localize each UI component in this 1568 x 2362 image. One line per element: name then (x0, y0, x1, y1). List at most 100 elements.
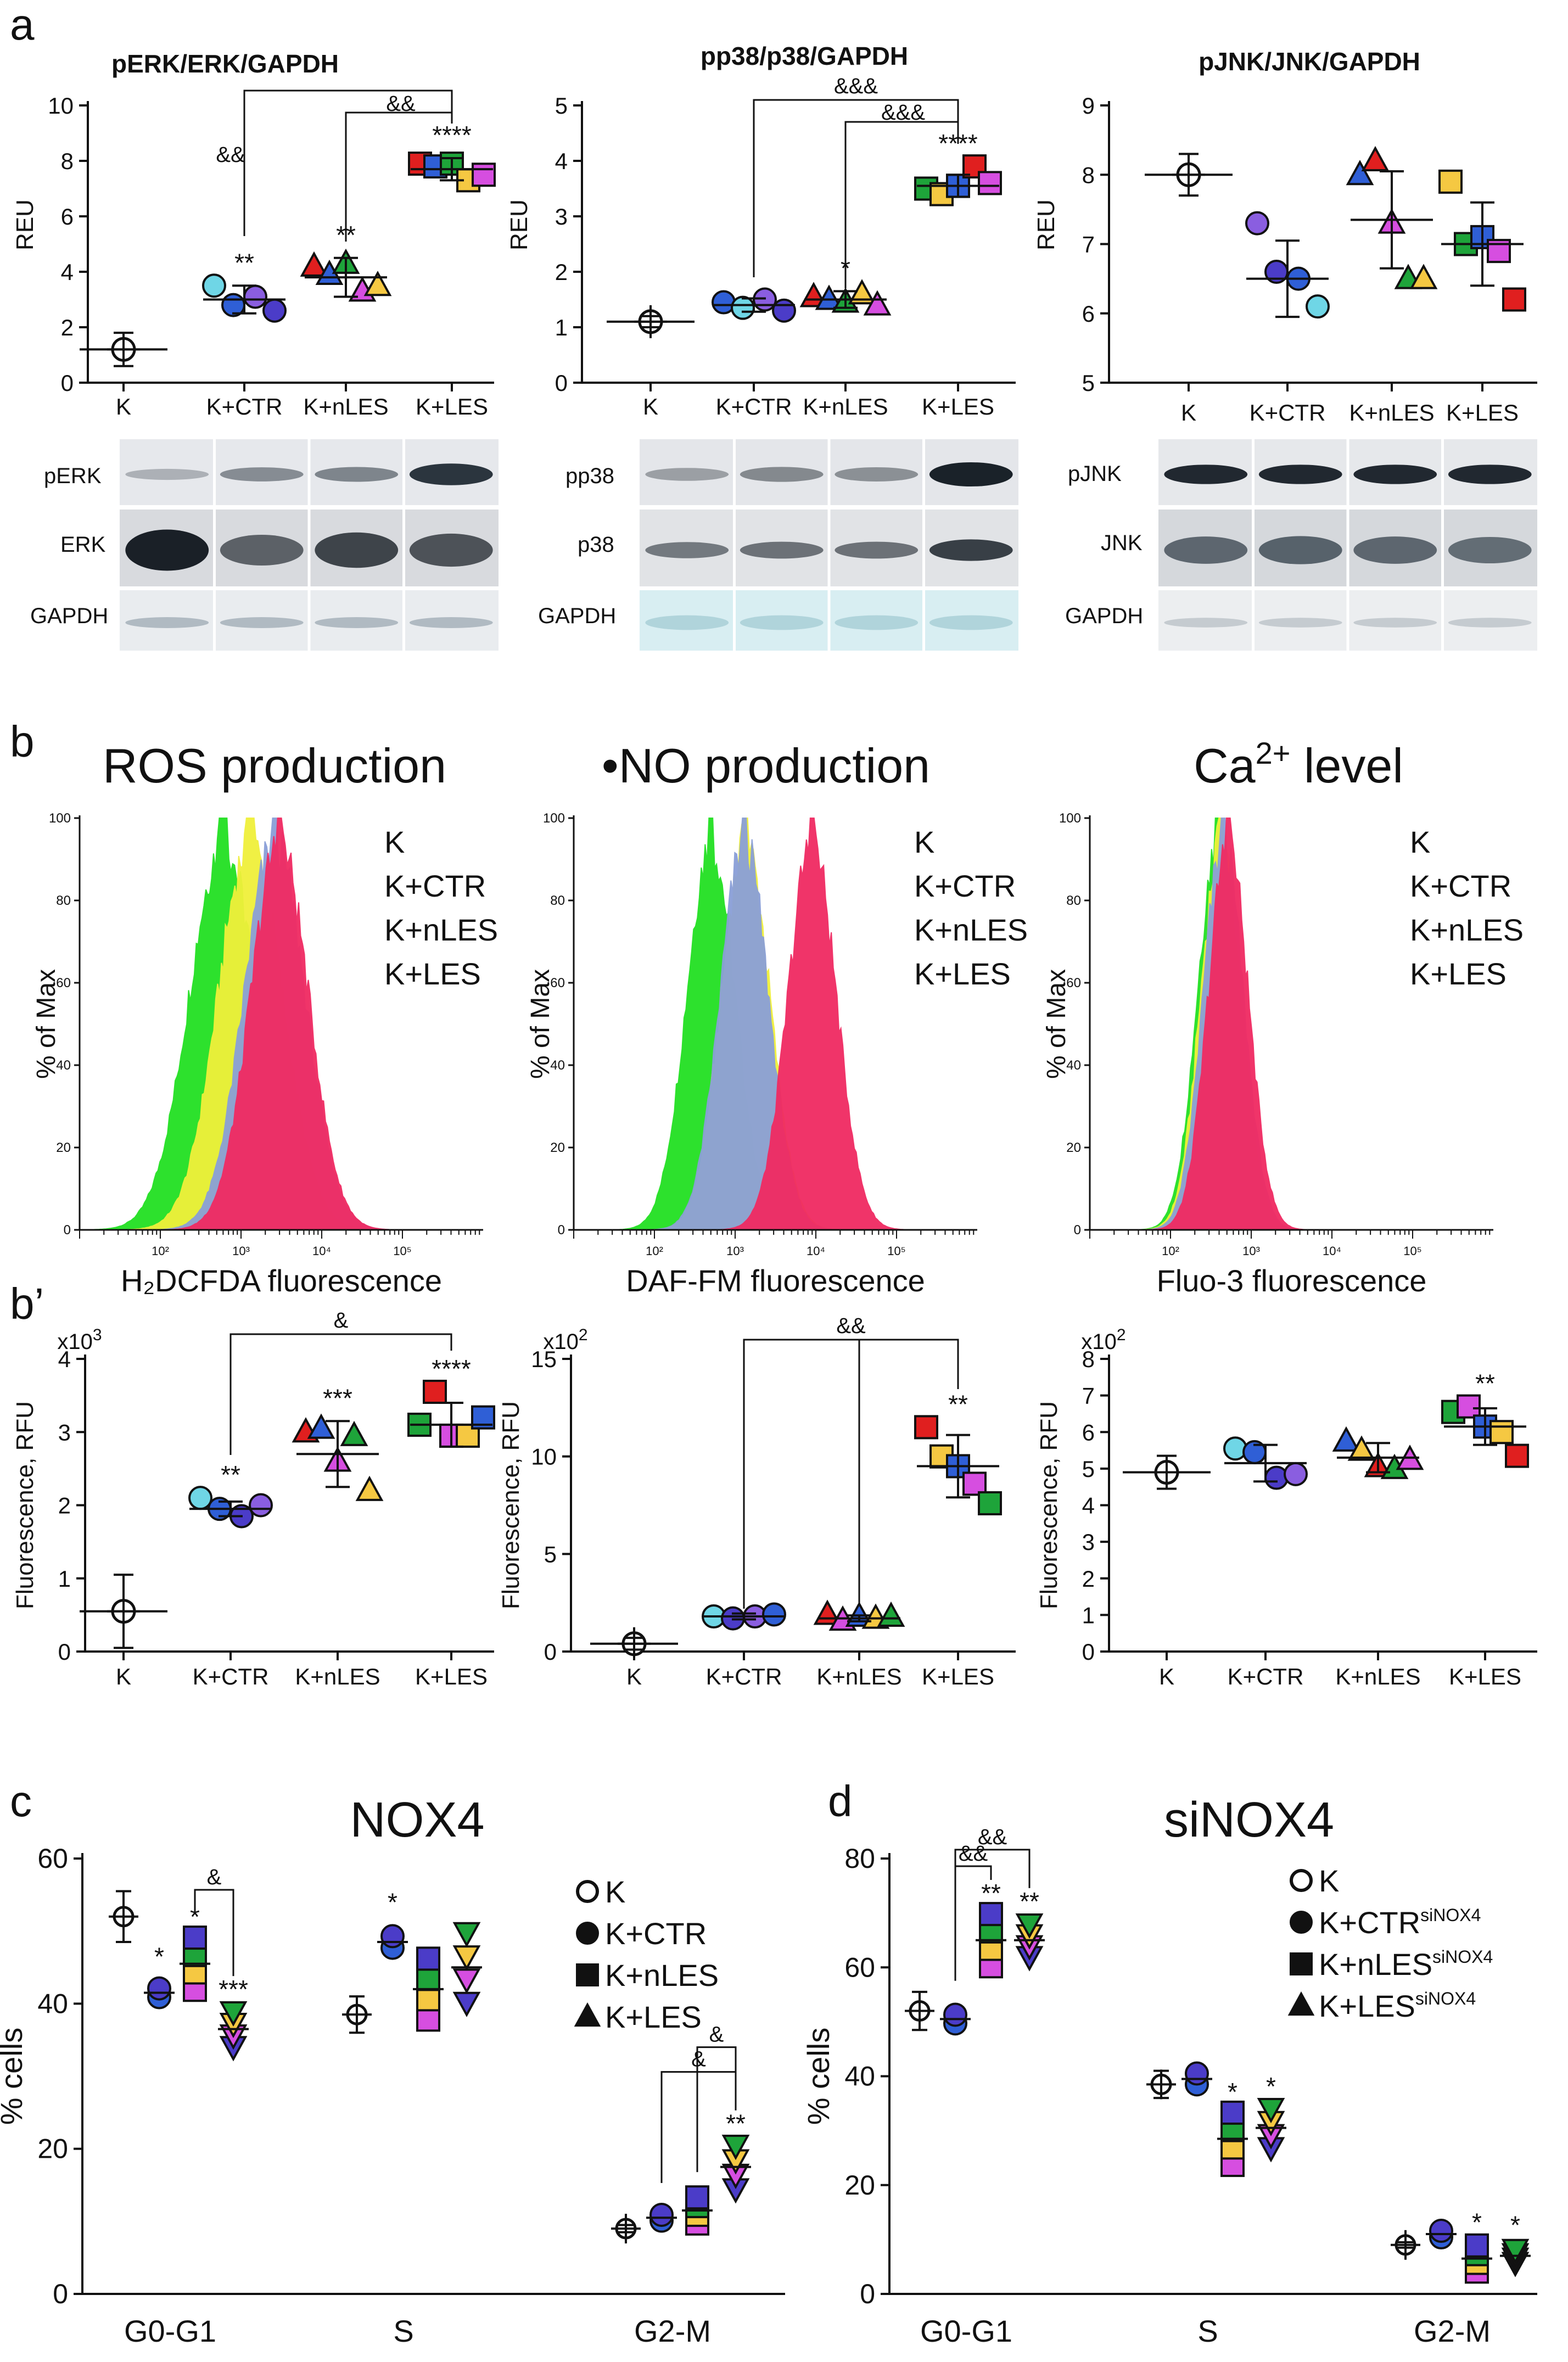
x-tick-label: K+nLES (1335, 1664, 1420, 1689)
blot-label: GAPDH (1065, 604, 1143, 628)
blot-band (409, 617, 493, 628)
x-tick-label: K (643, 394, 658, 419)
data-point (1264, 1465, 1289, 1490)
blot-band (740, 467, 824, 482)
blot-band (645, 468, 729, 481)
blot-band (740, 615, 824, 630)
data-point (685, 2185, 709, 2210)
data-point (1502, 287, 1526, 312)
y-tick-label: 10 (48, 93, 74, 119)
y-tick-label: 3 (555, 204, 568, 230)
y-tick-label: 0 (1082, 1639, 1095, 1665)
data-point (978, 171, 1002, 195)
chart-bp2: 0 5 10 15 Fluorescence, RFU x102 K K+CTR K+nLES K… (497, 1314, 1016, 1689)
y-tick-label: 80 (550, 893, 565, 908)
y-tick-label: 8 (61, 148, 74, 174)
blot-label: pJNK (1068, 462, 1122, 486)
blot-label: GAPDH (30, 604, 108, 628)
legend-entry: K+nLESsiNOX4 (1290, 1947, 1493, 1982)
data-point (1306, 294, 1330, 319)
significance-bracket: && (954, 1842, 992, 1981)
significance-stars: *** (219, 1975, 248, 2003)
significance-stars: ** (234, 248, 254, 277)
y-multiplier-exponent: 3 (93, 1326, 102, 1344)
data-point (1185, 2061, 1209, 2086)
y-multiplier: x102 (543, 1326, 587, 1354)
bracket-label: && (836, 1314, 866, 1338)
data-group (813, 1599, 905, 1631)
chart-b3: Ca2+ level 0 20 40 60 80 100 10² 10³ 10⁴ 10⁵ % of M… (1042, 736, 1524, 1298)
panel-label-d: d (828, 1777, 853, 1826)
legend-label: K+nLESsiNOX4 (1319, 1947, 1493, 1982)
blot-band (1258, 618, 1342, 628)
data-point (815, 284, 843, 310)
phase-group: ** (611, 2109, 751, 2244)
y-tick-label: 60 (844, 1952, 875, 1983)
data-group (80, 332, 167, 367)
blot-band (1448, 618, 1532, 628)
y-tick-label: 0 (61, 370, 74, 396)
significance-stars: * (1510, 2211, 1520, 2240)
data-point (721, 2135, 750, 2160)
significance-stars: * (154, 1943, 164, 1971)
x-tick-label: G0-G1 (920, 2314, 1012, 2348)
western-blots (120, 439, 1537, 651)
data-group (607, 305, 695, 338)
data-group (1245, 211, 1330, 319)
y-tick-label: 40 (550, 1058, 565, 1073)
y-tick-label: 4 (555, 148, 568, 174)
significance-stars: ** (1020, 1887, 1039, 1916)
legend-entry: K+LES (1410, 956, 1507, 991)
legend-marker (1290, 1869, 1313, 1892)
blot-band (929, 539, 1013, 561)
y-axis-label: % of Max (32, 969, 61, 1079)
panel-label-c: c (10, 1777, 32, 1826)
data-group (188, 1486, 273, 1529)
y-tick-label: 4 (61, 259, 74, 285)
y-axis-label: % of Max (526, 969, 555, 1079)
blot-label: pERK (44, 464, 102, 488)
significance-bracket: && (216, 89, 453, 236)
y-tick-label: 20 (37, 2134, 68, 2164)
data-group (1438, 169, 1526, 312)
y-tick-label: 7 (1082, 232, 1095, 258)
blot-band (220, 467, 304, 482)
blot-label: pp38 (565, 464, 614, 488)
legend-label: K (1319, 1863, 1339, 1898)
significance-stars: **** (432, 1354, 471, 1383)
significance-stars: *** (323, 1384, 352, 1412)
blot-band (1448, 536, 1532, 564)
y-tick-label: 40 (1066, 1058, 1081, 1073)
bracket-label: & (334, 1308, 349, 1333)
blot-band (1353, 464, 1437, 484)
blot-band (835, 541, 919, 559)
significance-stars: * (388, 1888, 397, 1917)
y-axis-label: REU (1033, 199, 1060, 250)
panel-label-b-prime: b’ (10, 1279, 44, 1328)
y-tick-label: 40 (56, 1058, 71, 1073)
y-tick-label: 100 (49, 811, 71, 826)
data-point (452, 1922, 481, 1947)
legend-entry: K+CTR (1410, 869, 1511, 903)
y-tick-label: 60 (37, 1843, 68, 1874)
blot-band (125, 529, 209, 571)
legend-label: K+CTR (605, 1916, 707, 1951)
chart-title: •NO production (602, 738, 930, 793)
data-point (472, 163, 496, 187)
bracket-label: & (709, 2023, 724, 2047)
x-tick-label: K+nLES (1349, 400, 1434, 426)
blot-label: p38 (578, 533, 614, 557)
chart-b1: ROS production 0 20 40 60 80 100 10² 10³ 10⁴ 10⁵ % … (32, 738, 498, 1298)
x-tick-label: G0-G1 (124, 2314, 216, 2348)
x-axis-label: Fluo-3 fluorescence (1157, 1263, 1427, 1298)
data-point (416, 1967, 440, 1991)
chart-title: level (1290, 738, 1403, 793)
data-point (423, 1379, 447, 1404)
legend-superscript: siNOX4 (1415, 1989, 1476, 2008)
data-point (962, 1471, 987, 1496)
data-group (799, 279, 892, 316)
chart-title: ROS production (103, 738, 446, 793)
y-tick-label: 5 (555, 93, 568, 119)
data-point (219, 2001, 248, 2027)
